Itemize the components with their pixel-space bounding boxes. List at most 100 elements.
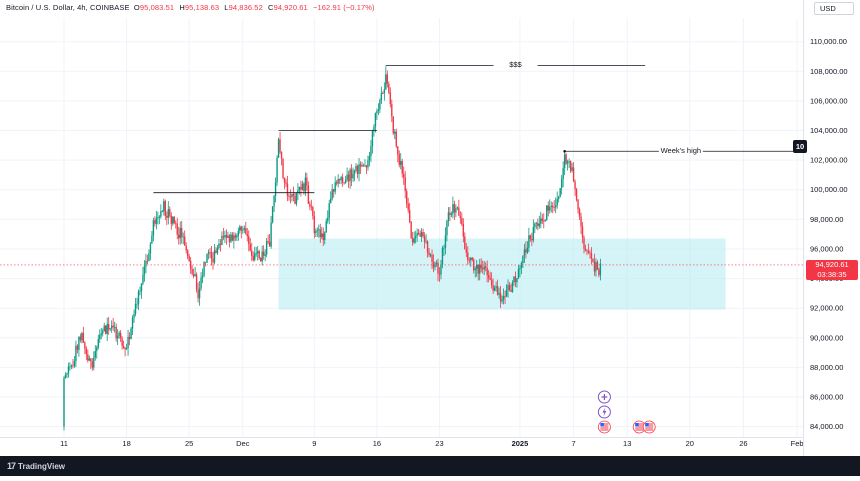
candle-down bbox=[449, 206, 451, 222]
candle-down bbox=[584, 244, 587, 252]
candle-down bbox=[335, 180, 338, 186]
candle-up bbox=[532, 219, 535, 243]
candle-up bbox=[254, 246, 256, 262]
candle-up bbox=[425, 234, 427, 244]
candle-down bbox=[395, 128, 397, 149]
candle-up bbox=[109, 327, 111, 332]
footer-bar: 17 TradingView bbox=[0, 456, 860, 476]
currency-selector[interactable]: USD bbox=[814, 2, 854, 15]
us-flag-icon[interactable] bbox=[632, 420, 646, 434]
candle-up bbox=[420, 228, 423, 242]
candle-up bbox=[70, 364, 73, 370]
candle-up bbox=[443, 244, 445, 256]
candle-down bbox=[115, 323, 117, 342]
candle-down bbox=[426, 240, 429, 258]
x-tick-label: 9 bbox=[312, 439, 316, 448]
candle-up bbox=[145, 253, 147, 274]
candle-up bbox=[534, 222, 536, 234]
candle-up bbox=[385, 66, 387, 91]
y-tick-label: 102,000.00 bbox=[810, 156, 848, 165]
candle-down bbox=[547, 201, 549, 217]
tv-logo-mark: 17 bbox=[7, 461, 16, 471]
candle-up bbox=[207, 249, 210, 260]
candle-down bbox=[248, 230, 250, 252]
low-value: 94,836.52 bbox=[228, 3, 263, 12]
candle-up bbox=[291, 193, 293, 202]
open-label: O bbox=[133, 3, 140, 12]
tradingview-logo[interactable]: 17 TradingView bbox=[7, 461, 65, 471]
x-tick-label: 18 bbox=[122, 439, 130, 448]
candle-down bbox=[419, 230, 421, 238]
lightning-icon[interactable] bbox=[597, 405, 611, 419]
candle-up bbox=[520, 261, 523, 275]
high-value: 95,138.63 bbox=[184, 3, 220, 12]
candle-up bbox=[113, 321, 116, 333]
candle-down bbox=[459, 211, 462, 224]
candle-down bbox=[181, 220, 183, 244]
candle-up bbox=[103, 322, 105, 332]
candle-down bbox=[300, 180, 302, 197]
candle-down bbox=[587, 243, 590, 255]
symbol-title[interactable]: Bitcoin / U.S. Dollar, 4h, COINBASE bbox=[6, 3, 130, 12]
candle-up bbox=[519, 265, 521, 278]
candle-down bbox=[204, 261, 207, 267]
candle-down bbox=[249, 238, 251, 252]
candle-down bbox=[188, 253, 190, 263]
candle-up bbox=[440, 259, 442, 280]
x-tick-label: 16 bbox=[373, 439, 381, 448]
candle-up bbox=[517, 264, 520, 280]
candle-up bbox=[106, 317, 108, 342]
candle-down bbox=[231, 232, 234, 242]
candle-down bbox=[583, 235, 585, 254]
candle-up bbox=[167, 201, 169, 225]
y-tick-label: 92,000.00 bbox=[810, 304, 843, 313]
candle-down bbox=[289, 189, 292, 204]
candle-up bbox=[383, 82, 386, 101]
candle-down bbox=[259, 256, 262, 262]
us-flag-icon[interactable] bbox=[598, 420, 611, 434]
candle-up bbox=[560, 175, 563, 195]
candle-down bbox=[392, 116, 394, 135]
candle-up bbox=[257, 245, 259, 261]
x-tick-label: 25 bbox=[185, 439, 193, 448]
last-price-tag: 94,920.61 03:38:35 bbox=[806, 259, 858, 280]
y-tick-label: 90,000.00 bbox=[810, 333, 843, 342]
candle-up bbox=[149, 241, 152, 261]
candle-up bbox=[130, 327, 132, 340]
candle-down bbox=[210, 246, 213, 266]
plus-circle-icon[interactable] bbox=[597, 390, 611, 404]
candle-up bbox=[110, 320, 113, 333]
candle-down bbox=[467, 246, 469, 265]
candle-up bbox=[507, 279, 509, 298]
candle-down bbox=[510, 283, 512, 293]
y-tick-label: 98,000.00 bbox=[810, 215, 843, 224]
candle-up bbox=[374, 112, 377, 133]
us-flag-icon[interactable] bbox=[642, 420, 656, 434]
candle-down bbox=[403, 166, 405, 185]
candle-down bbox=[356, 164, 359, 179]
high-label: H bbox=[179, 3, 185, 12]
candle-up bbox=[230, 232, 232, 244]
candle-down bbox=[87, 349, 89, 363]
candle-down bbox=[492, 278, 494, 295]
candle-down bbox=[499, 285, 502, 308]
candle-up bbox=[318, 224, 320, 238]
candle-down bbox=[82, 326, 85, 343]
candle-down bbox=[285, 178, 287, 188]
candle-down bbox=[464, 232, 466, 250]
candle-up bbox=[538, 215, 541, 229]
candle-down bbox=[407, 197, 409, 214]
candle-down bbox=[252, 251, 254, 262]
candle-up bbox=[297, 183, 299, 201]
y-tick-label: 88,000.00 bbox=[810, 363, 843, 372]
x-tick-label: 23 bbox=[435, 439, 443, 448]
candle-up bbox=[523, 243, 526, 263]
candle-up bbox=[157, 211, 159, 225]
candle-up bbox=[505, 284, 508, 298]
level-label: $$$ bbox=[509, 60, 522, 69]
x-tick-label: 7 bbox=[571, 439, 575, 448]
candle-down bbox=[176, 217, 178, 240]
candle-up bbox=[528, 227, 530, 253]
